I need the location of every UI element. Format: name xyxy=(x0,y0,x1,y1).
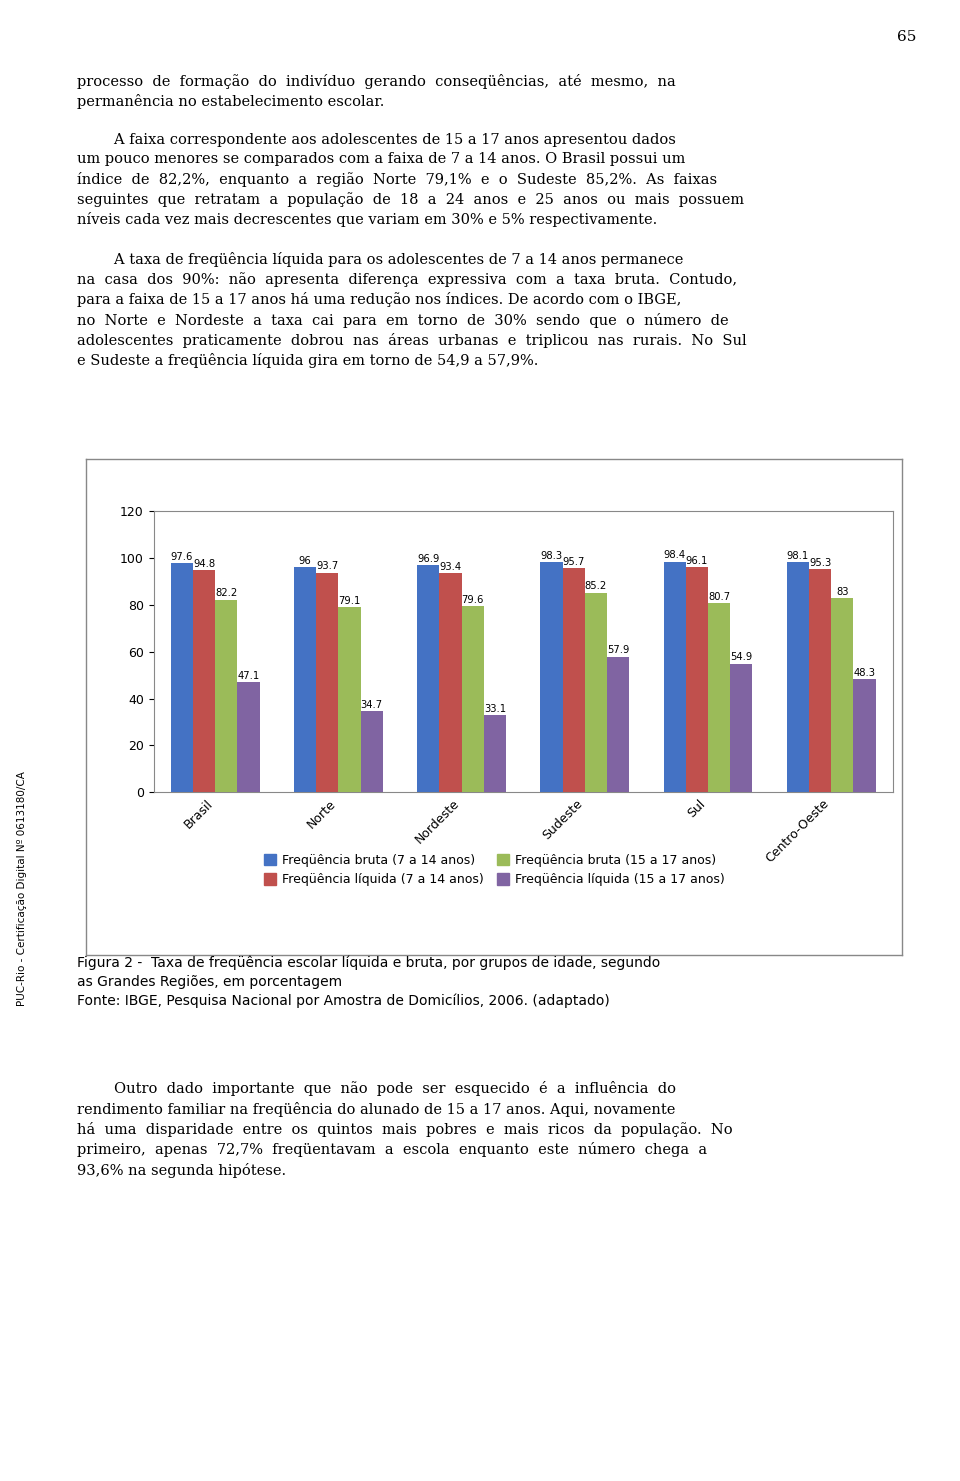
Bar xyxy=(585,592,607,792)
Text: 98.1: 98.1 xyxy=(787,551,809,561)
Bar xyxy=(193,570,215,792)
Text: processo  de  formação  do  indivíduo  gerando  conseqüências,  até  mesmo,  na
: processo de formação do indivíduo gerand… xyxy=(77,74,747,369)
Text: 96.9: 96.9 xyxy=(418,554,440,564)
Text: PUC-Rio - Certificação Digital Nº 0613180/CA: PUC-Rio - Certificação Digital Nº 061318… xyxy=(16,772,27,1006)
Text: 57.9: 57.9 xyxy=(607,646,629,656)
Bar xyxy=(462,606,484,792)
Text: 96.1: 96.1 xyxy=(685,555,708,566)
Bar xyxy=(316,573,338,792)
Text: 98.4: 98.4 xyxy=(663,551,685,560)
Bar xyxy=(853,680,876,792)
Bar xyxy=(237,681,259,792)
Bar xyxy=(484,715,506,792)
Text: 93.7: 93.7 xyxy=(316,561,339,572)
Bar xyxy=(338,607,361,792)
Text: 85.2: 85.2 xyxy=(585,582,607,591)
Bar xyxy=(809,569,831,792)
Bar xyxy=(731,663,753,792)
Text: 65: 65 xyxy=(898,30,917,44)
Text: 48.3: 48.3 xyxy=(853,668,876,678)
Text: 82.2: 82.2 xyxy=(215,588,237,598)
Text: 34.7: 34.7 xyxy=(361,701,383,709)
Bar xyxy=(708,603,731,792)
Text: 33.1: 33.1 xyxy=(484,703,506,714)
Legend: Freqüência bruta (7 a 14 anos), Freqüência líquida (7 a 14 anos), Freqüência bru: Freqüência bruta (7 a 14 anos), Freqüênc… xyxy=(260,850,729,890)
Text: 95.3: 95.3 xyxy=(809,558,831,567)
Bar xyxy=(361,711,383,792)
Text: Figura 2 -  Taxa de freqüência escolar líquida e bruta, por grupos de idade, seg: Figura 2 - Taxa de freqüência escolar lí… xyxy=(77,955,660,1009)
Text: 98.3: 98.3 xyxy=(540,551,563,561)
Text: 47.1: 47.1 xyxy=(237,671,259,681)
Bar xyxy=(563,567,585,792)
Text: 94.8: 94.8 xyxy=(193,558,215,569)
Text: Outro  dado  importante  que  não  pode  ser  esquecido  é  a  influência  do
re: Outro dado importante que não pode ser e… xyxy=(77,1081,732,1177)
Bar xyxy=(685,567,708,792)
Bar xyxy=(418,566,440,792)
Text: 83: 83 xyxy=(836,586,849,597)
Bar xyxy=(215,600,237,792)
Text: 79.1: 79.1 xyxy=(338,595,361,606)
Bar xyxy=(607,656,629,792)
Text: 80.7: 80.7 xyxy=(708,592,731,601)
Bar xyxy=(440,573,462,792)
Text: 96: 96 xyxy=(299,555,311,566)
Bar xyxy=(831,598,853,792)
Text: 79.6: 79.6 xyxy=(462,594,484,604)
Bar xyxy=(540,561,563,792)
Text: 54.9: 54.9 xyxy=(731,653,753,662)
Bar xyxy=(663,561,685,792)
Bar xyxy=(787,563,809,792)
Text: 97.6: 97.6 xyxy=(171,552,193,563)
Text: 95.7: 95.7 xyxy=(563,557,585,567)
Bar xyxy=(171,563,193,792)
Bar xyxy=(294,567,316,792)
Text: 93.4: 93.4 xyxy=(440,563,462,572)
